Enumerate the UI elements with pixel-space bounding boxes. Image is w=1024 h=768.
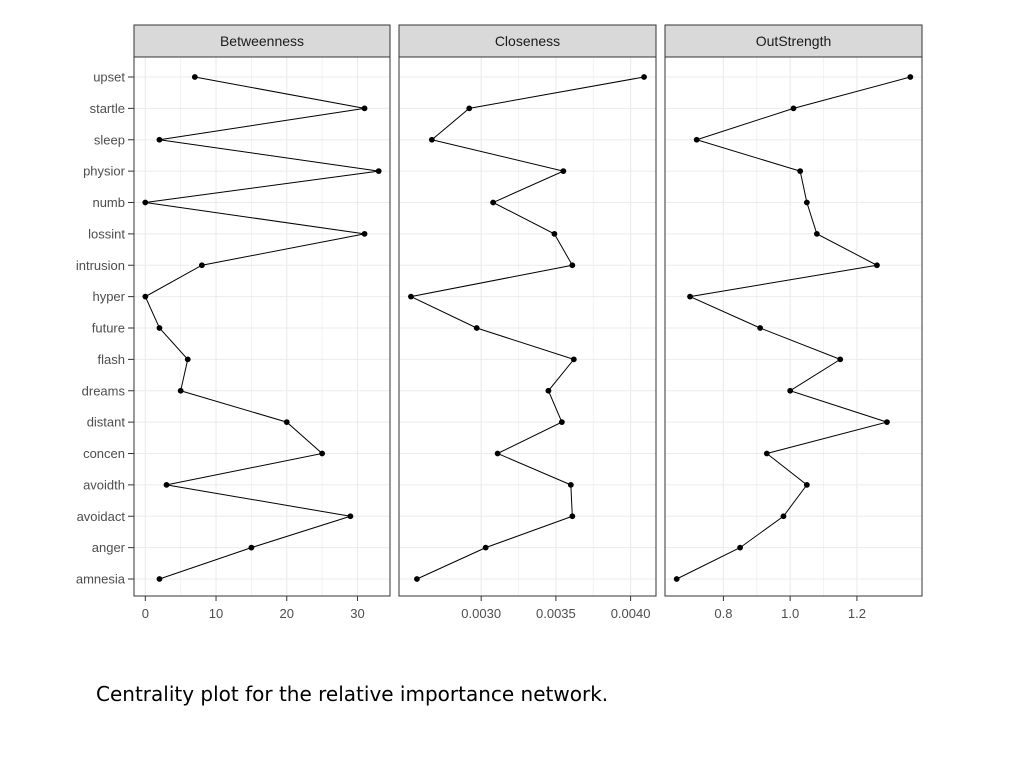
- point-betweenness-sleep: [156, 136, 163, 143]
- point-betweenness-upset: [191, 74, 198, 80]
- point-closeness-upset: [641, 74, 647, 80]
- y-tick-label-lossint: lossint: [88, 226, 125, 241]
- point-outstrength-concen: [763, 450, 770, 457]
- x-tick-label-betweenness: 20: [280, 606, 294, 621]
- strip-betweenness: [133, 24, 391, 58]
- point-closeness-physior: [560, 168, 567, 175]
- x-tick-label-closeness: 0.0030: [461, 606, 501, 621]
- point-betweenness-startle: [361, 105, 368, 112]
- y-tick-label-flash: flash: [98, 352, 125, 367]
- point-betweenness-distant: [283, 419, 290, 426]
- point-betweenness-intrusion: [198, 262, 205, 269]
- point-closeness-dreams: [545, 387, 552, 394]
- point-outstrength-amnesia: [673, 576, 680, 582]
- y-tick-label-avoidact: avoidact: [77, 509, 126, 524]
- point-outstrength-future: [757, 325, 764, 331]
- point-outstrength-flash: [837, 356, 844, 363]
- point-outstrength-avoidact: [780, 513, 787, 520]
- point-closeness-avoidth: [567, 481, 574, 488]
- y-tick-label-amnesia: amnesia: [76, 572, 126, 587]
- point-outstrength-upset: [907, 74, 914, 80]
- point-betweenness-dreams: [177, 387, 184, 394]
- point-betweenness-avoidact: [347, 513, 354, 520]
- strip-label-closeness: Closeness: [495, 33, 560, 49]
- point-betweenness-amnesia: [156, 576, 163, 582]
- point-outstrength-dreams: [787, 387, 794, 394]
- y-tick-label-future: future: [92, 321, 125, 336]
- panel-border-outstrength: [664, 56, 923, 597]
- panel-bg-outstrength: [665, 57, 922, 596]
- point-closeness-concen: [494, 450, 501, 457]
- point-betweenness-lossint: [361, 230, 368, 237]
- point-closeness-amnesia: [414, 576, 420, 582]
- x-tick-label-outstrength: 1.2: [848, 606, 866, 621]
- strip-label-outstrength: OutStrength: [756, 33, 832, 49]
- point-betweenness-future: [156, 325, 163, 331]
- point-betweenness-flash: [184, 356, 191, 363]
- point-betweenness-numb: [142, 199, 149, 206]
- x-tick-label-betweenness: 30: [350, 606, 364, 621]
- x-tick-label-betweenness: 10: [209, 606, 223, 621]
- point-outstrength-hyper: [687, 293, 693, 300]
- panel-bg-closeness: [399, 57, 656, 596]
- panel-border-betweenness: [133, 56, 391, 597]
- point-closeness-sleep: [428, 136, 435, 143]
- x-tick-label-outstrength: 1.0: [781, 606, 799, 621]
- point-closeness-anger: [482, 544, 489, 551]
- point-closeness-hyper: [408, 293, 414, 300]
- strip-closeness: [398, 24, 657, 58]
- point-outstrength-lossint: [813, 230, 820, 237]
- figure-caption: Centrality plot for the relative importa…: [96, 682, 609, 706]
- point-closeness-intrusion: [569, 262, 576, 269]
- panel-border-closeness: [398, 56, 657, 597]
- point-closeness-numb: [490, 199, 497, 206]
- y-tick-label-sleep: sleep: [94, 132, 125, 147]
- point-closeness-future: [473, 325, 480, 331]
- y-tick-label-numb: numb: [92, 195, 125, 210]
- y-tick-label-anger: anger: [92, 540, 126, 555]
- x-tick-label-betweenness: 0: [142, 606, 149, 621]
- point-outstrength-numb: [803, 199, 810, 206]
- x-tick-label-outstrength: 0.8: [714, 606, 732, 621]
- y-tick-label-startle: startle: [90, 101, 125, 116]
- y-tick-label-avoidth: avoidth: [83, 477, 125, 492]
- point-betweenness-hyper: [142, 293, 149, 300]
- point-outstrength-anger: [737, 544, 743, 551]
- panel-bg-betweenness: [134, 57, 390, 596]
- point-outstrength-distant: [884, 419, 890, 426]
- y-tick-label-dreams: dreams: [82, 383, 126, 398]
- x-tick-label-closeness: 0.0040: [611, 606, 651, 621]
- point-outstrength-startle: [790, 105, 797, 112]
- point-outstrength-avoidth: [803, 481, 810, 488]
- point-betweenness-concen: [319, 450, 326, 457]
- point-closeness-distant: [558, 419, 565, 426]
- y-tick-label-intrusion: intrusion: [76, 258, 125, 273]
- point-betweenness-physior: [375, 168, 382, 175]
- point-outstrength-physior: [797, 168, 804, 175]
- y-tick-label-concen: concen: [83, 446, 125, 461]
- x-tick-label-closeness: 0.0035: [536, 606, 576, 621]
- point-betweenness-anger: [248, 544, 255, 551]
- point-closeness-startle: [466, 105, 473, 112]
- strip-label-betweenness: Betweenness: [220, 33, 304, 49]
- y-tick-label-distant: distant: [87, 415, 126, 430]
- y-tick-label-upset: upset: [93, 70, 125, 85]
- point-betweenness-avoidth: [163, 481, 170, 488]
- point-closeness-lossint: [551, 230, 558, 237]
- point-outstrength-sleep: [693, 136, 700, 143]
- point-closeness-avoidact: [569, 513, 576, 520]
- point-closeness-flash: [570, 356, 577, 363]
- y-tick-label-physior: physior: [83, 164, 126, 179]
- point-outstrength-intrusion: [874, 262, 880, 269]
- strip-outstrength: [664, 24, 923, 58]
- y-tick-label-hyper: hyper: [92, 289, 125, 304]
